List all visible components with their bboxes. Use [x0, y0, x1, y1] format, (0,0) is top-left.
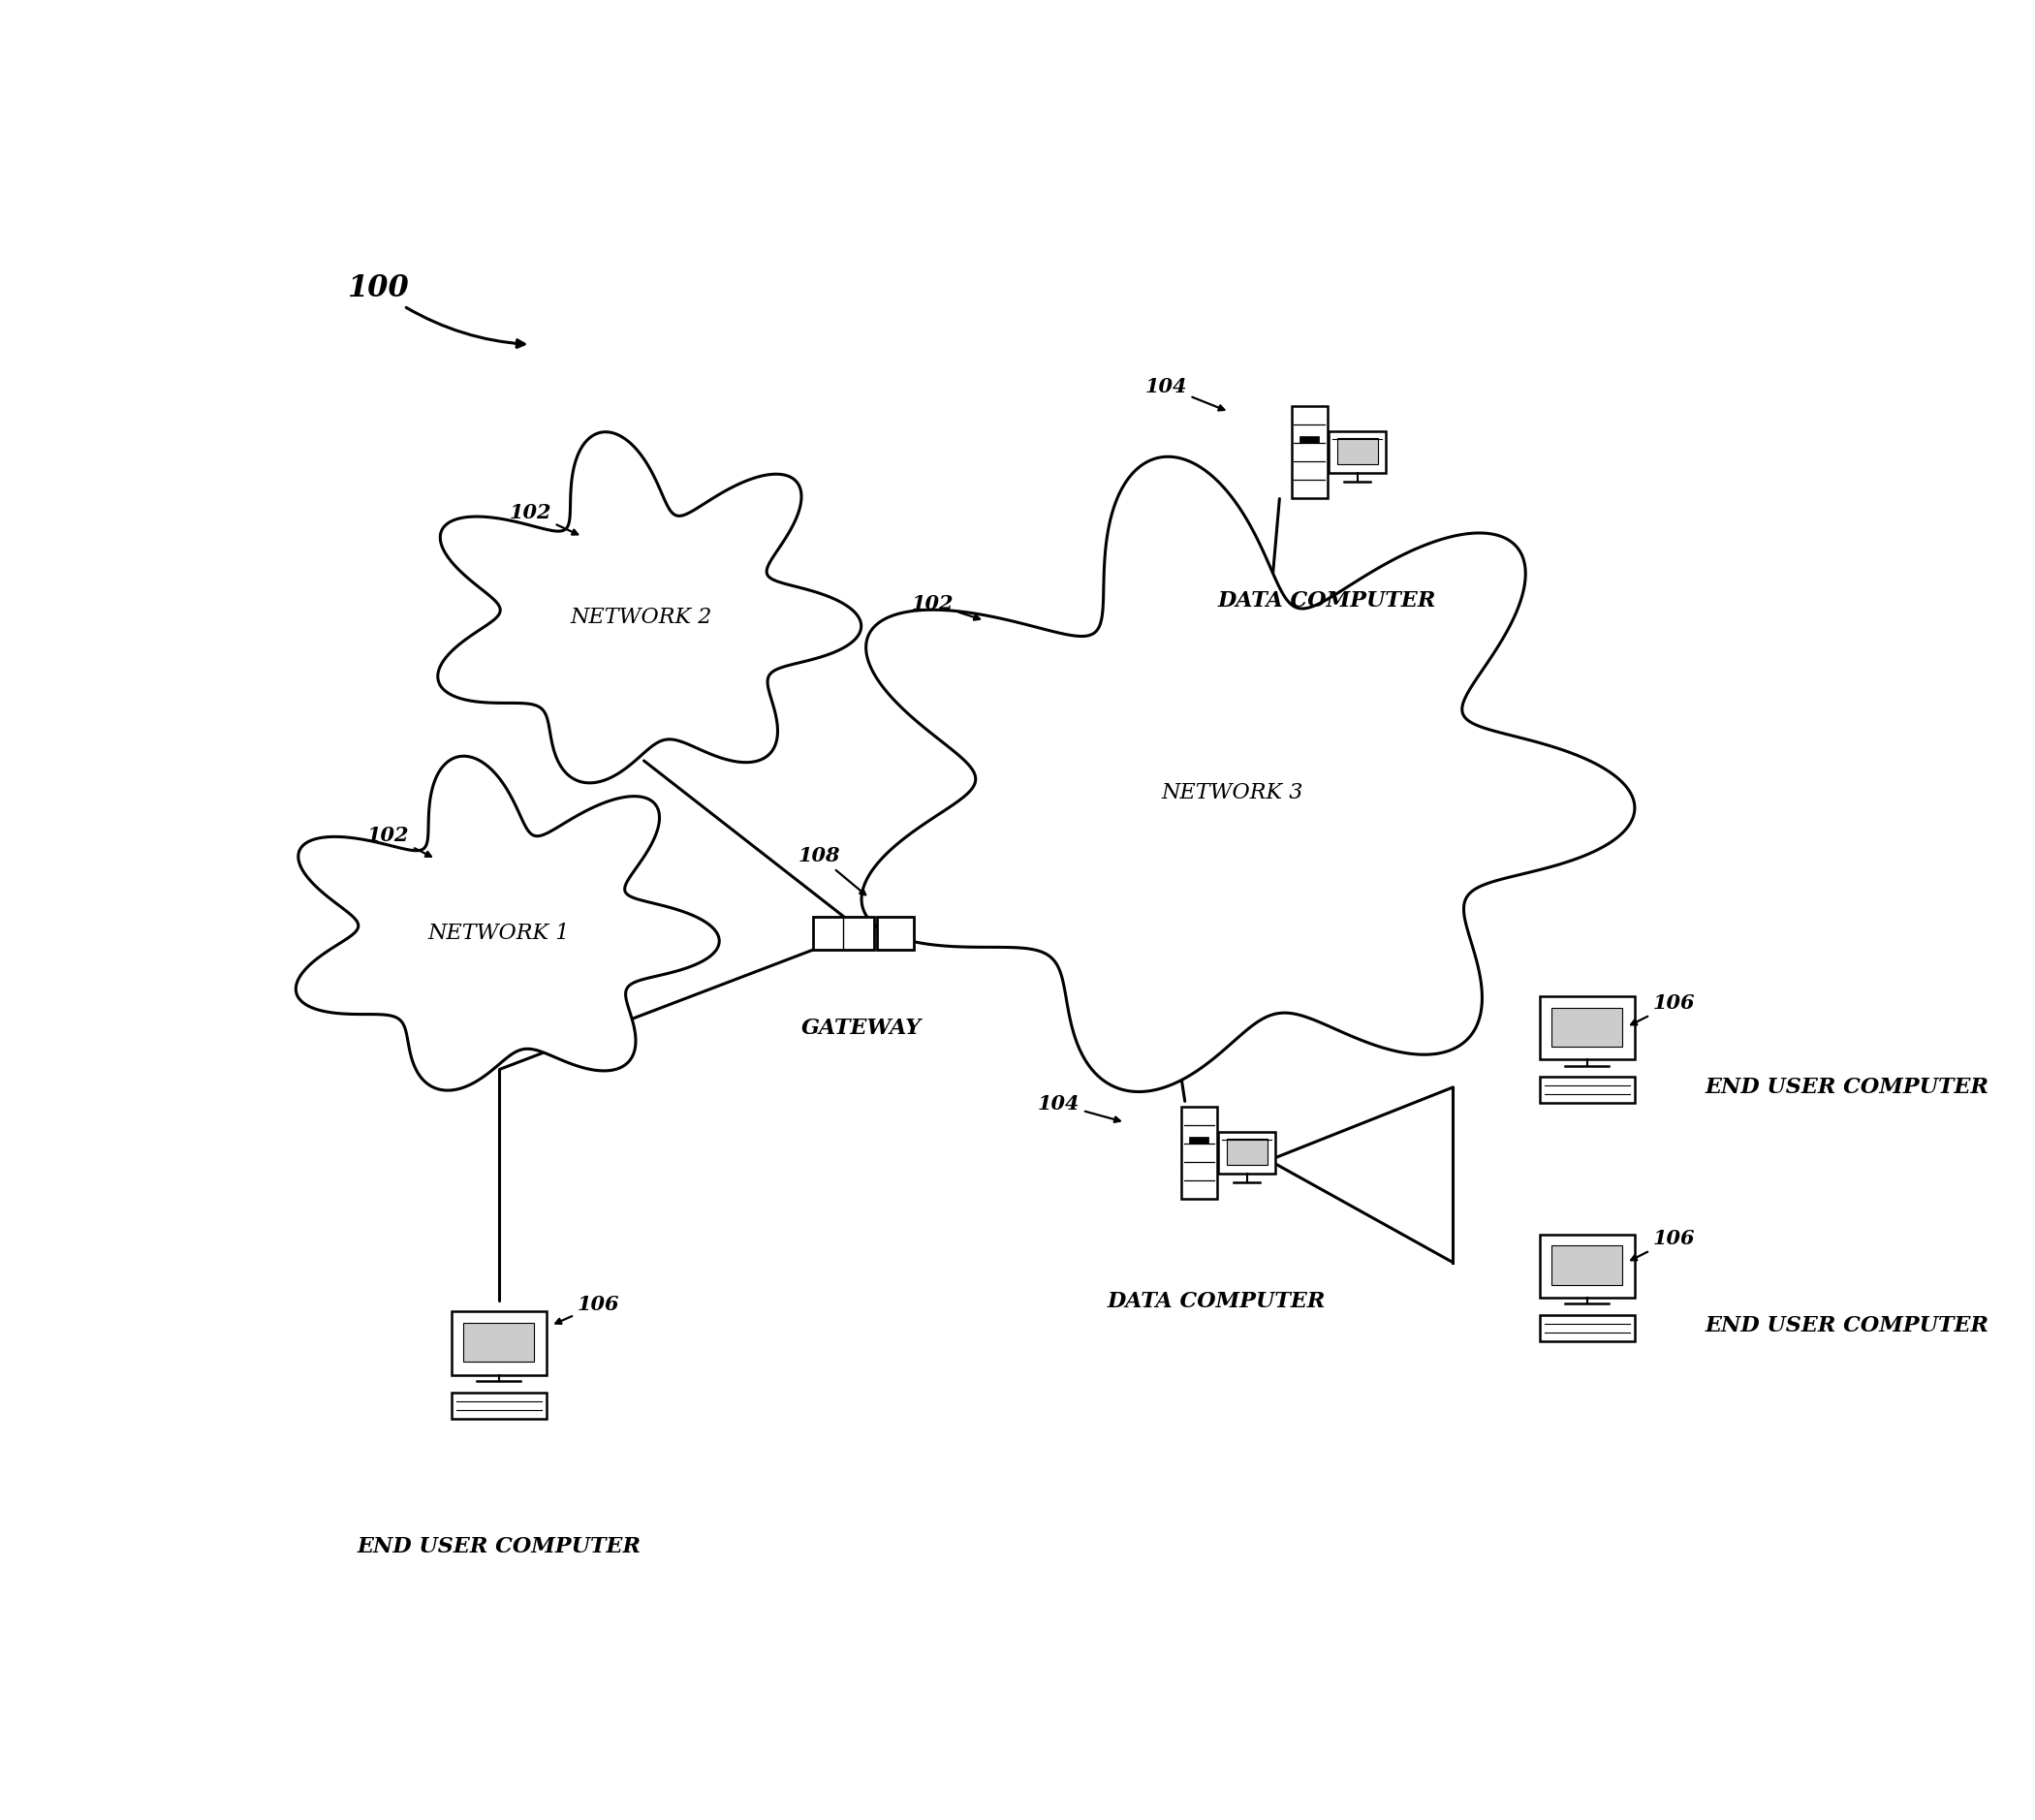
Text: NETWORK 1: NETWORK 1	[427, 923, 570, 945]
Text: END USER COMPUTER: END USER COMPUTER	[356, 1536, 641, 1558]
Bar	[814, 917, 873, 950]
Bar	[1553, 1008, 1622, 1046]
Bar	[452, 1392, 547, 1418]
Bar	[1553, 1247, 1622, 1285]
Text: 102: 102	[368, 824, 431, 857]
Bar	[1538, 1077, 1634, 1103]
Bar	[1538, 996, 1634, 1059]
Bar	[1538, 1234, 1634, 1298]
Text: 106: 106	[1630, 994, 1695, 1025]
Bar	[1219, 1132, 1276, 1174]
Bar	[1329, 431, 1386, 473]
Text: END USER COMPUTER: END USER COMPUTER	[1705, 1077, 1990, 1097]
Bar	[1227, 1139, 1268, 1165]
Text: 108: 108	[798, 846, 865, 895]
Polygon shape	[438, 431, 861, 783]
Text: DATA COMPUTER: DATA COMPUTER	[1217, 590, 1437, 612]
Text: GATEWAY: GATEWAY	[802, 1017, 922, 1039]
Text: DATA COMPUTER: DATA COMPUTER	[1107, 1290, 1325, 1312]
Bar	[464, 1323, 533, 1361]
Text: 106: 106	[1630, 1228, 1695, 1259]
Bar	[1298, 437, 1319, 442]
Bar	[1292, 406, 1327, 499]
Text: 106: 106	[556, 1294, 619, 1323]
Polygon shape	[861, 457, 1634, 1092]
Polygon shape	[295, 755, 718, 1090]
Text: NETWORK 2: NETWORK 2	[570, 608, 712, 628]
Text: 104: 104	[1146, 377, 1225, 410]
Bar	[1188, 1138, 1209, 1143]
Bar	[1180, 1107, 1217, 1199]
Bar	[877, 917, 914, 950]
Text: 104: 104	[1038, 1094, 1119, 1123]
Bar	[1538, 1316, 1634, 1341]
Text: 102: 102	[509, 502, 578, 535]
Text: 102: 102	[912, 593, 979, 621]
Bar	[452, 1312, 547, 1374]
Text: 100: 100	[346, 273, 525, 348]
Text: NETWORK 3: NETWORK 3	[1162, 783, 1302, 804]
Bar	[1337, 439, 1378, 464]
Text: END USER COMPUTER: END USER COMPUTER	[1705, 1314, 1990, 1336]
